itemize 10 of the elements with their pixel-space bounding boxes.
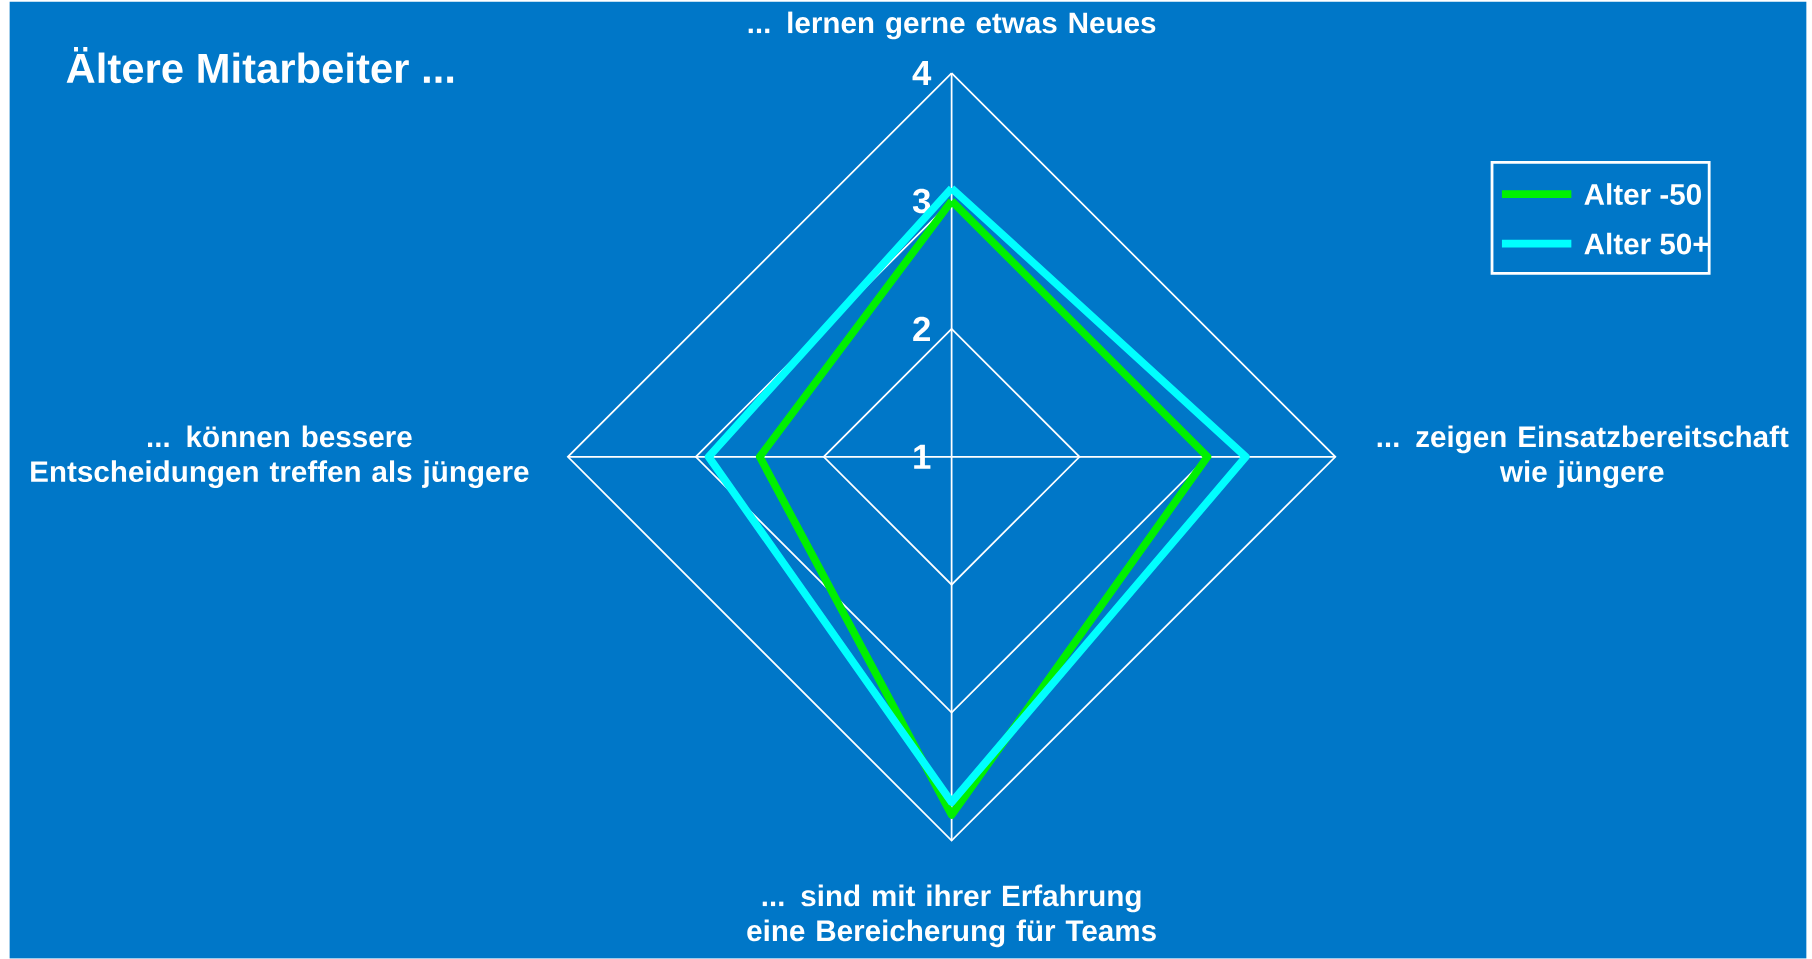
y-tick-label: 4 xyxy=(912,61,932,86)
y-tick-label: 3 xyxy=(912,188,931,214)
text: Ältere Mitarbeiter ... xyxy=(66,47,454,84)
legend-label: Alter -50 xyxy=(1584,183,1701,205)
spoke-label: ... zeigen Einsatzbereitschaft wie jüngere xyxy=(1377,425,1789,489)
y-tick-label: 2 xyxy=(913,316,930,342)
legend-label: Alter 50+ xyxy=(1584,232,1709,255)
spoke-label: ... lernen gerne etwas Neues xyxy=(748,11,1156,40)
spoke-label: ... sind mit ihrer Erfahrung eine Bereicherung für Teams xyxy=(747,884,1156,948)
spoke-label: ... können bessere Entscheidungen treffen als jüngere xyxy=(31,425,529,489)
